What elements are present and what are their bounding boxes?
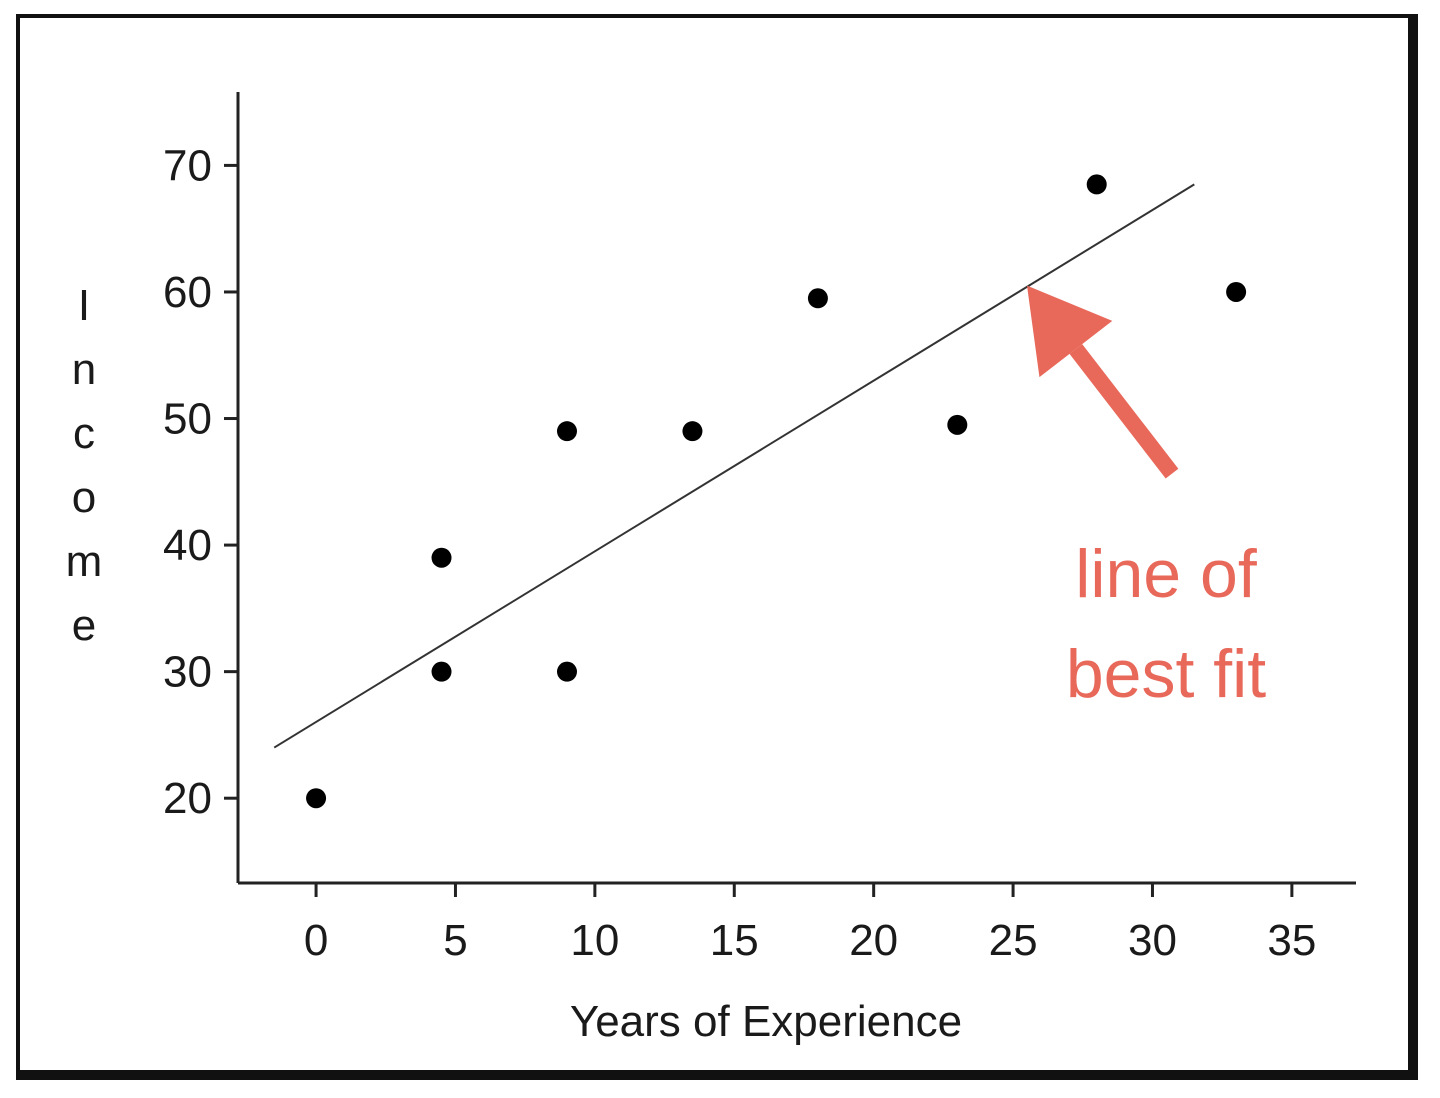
x-tick-label: 15 <box>710 916 759 965</box>
data-point <box>682 421 703 442</box>
y-tick-label: 60 <box>163 268 212 317</box>
y-tick-label: 20 <box>163 774 212 823</box>
data-point <box>431 547 452 568</box>
data-point <box>807 288 828 309</box>
y-axis-title-letter: I <box>78 281 90 330</box>
x-ticks: 0 5 10 15 20 25 30 35 <box>304 883 1316 965</box>
y-tick-label: 50 <box>163 395 212 444</box>
y-tick-label: 30 <box>163 648 212 697</box>
x-tick-label: 10 <box>570 916 619 965</box>
y-tick-label: 70 <box>163 141 212 190</box>
data-point <box>306 788 327 809</box>
x-tick-label: 30 <box>1128 916 1177 965</box>
fit-line-group <box>273 183 1195 749</box>
annotation: line of best fit <box>1027 285 1266 712</box>
annotation-label: best fit <box>1066 636 1266 712</box>
axes <box>236 92 1356 885</box>
y-axis-title-letter: c <box>73 409 95 458</box>
data-point <box>947 414 968 435</box>
data-point <box>556 421 577 442</box>
data-point <box>556 661 577 682</box>
data-point <box>1226 281 1247 302</box>
x-tick-label: 25 <box>989 916 1038 965</box>
data-point <box>431 661 452 682</box>
annotation-label: line of <box>1075 536 1257 612</box>
x-tick-label: 0 <box>304 916 328 965</box>
annotation-arrow-shaft <box>1069 344 1179 479</box>
y-tick-label: 40 <box>163 521 212 570</box>
x-axis-title: Years of Experience <box>570 997 962 1046</box>
y-axis-title-letter: m <box>66 537 103 586</box>
data-point <box>1086 174 1107 195</box>
x-tick-label: 35 <box>1267 916 1316 965</box>
y-axis-title-letter: o <box>72 473 96 522</box>
y-axis-title-letter: e <box>72 601 96 650</box>
x-tick-label: 20 <box>849 916 898 965</box>
chart-frame <box>16 14 1418 1080</box>
x-tick-label: 5 <box>443 916 467 965</box>
y-axis-title-letter: n <box>72 345 96 394</box>
y-ticks: 20 30 40 50 60 70 <box>163 141 238 823</box>
best-fit-line <box>273 183 1195 749</box>
annotation-arrow-head <box>1027 285 1113 378</box>
data-points <box>306 174 1247 809</box>
